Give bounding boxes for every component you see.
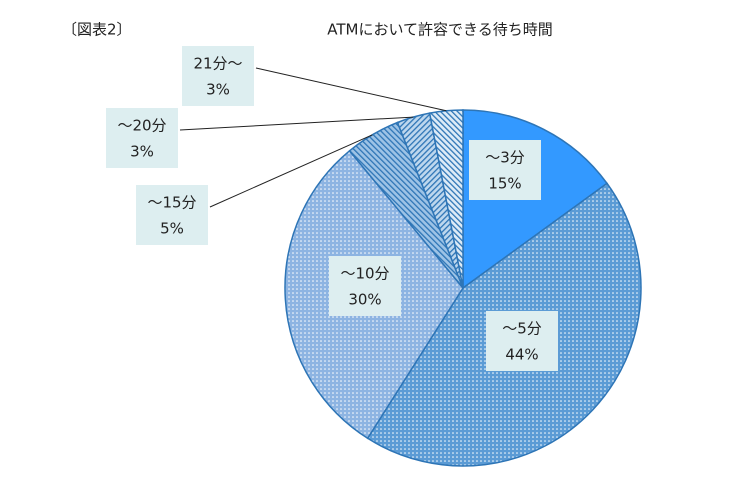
label-box — [329, 256, 401, 316]
label-box — [469, 140, 541, 200]
leader-line — [255, 67, 447, 112]
value-label: 30% — [348, 291, 381, 309]
chart-title: ATMにおいて許容できる待ち時間 — [327, 21, 552, 39]
category-label: 21分～ — [193, 55, 242, 73]
category-label: ～15分 — [147, 194, 196, 212]
label-box — [486, 311, 558, 371]
leader-line — [179, 116, 414, 131]
category-label: ～20分 — [117, 117, 166, 135]
label-box — [182, 46, 254, 106]
value-label: 5% — [160, 220, 184, 238]
label-box — [106, 108, 178, 168]
value-label: 15% — [488, 175, 521, 193]
value-label: 3% — [206, 81, 230, 99]
category-label: ～5分 — [502, 320, 542, 338]
label-box — [136, 185, 208, 245]
value-label: 44% — [505, 346, 538, 364]
category-label: ～3分 — [485, 149, 525, 167]
leader-line — [209, 134, 373, 208]
value-label: 3% — [130, 143, 154, 161]
category-label: ～10分 — [340, 265, 389, 283]
figure-label: 〔図表2〕 — [62, 21, 132, 39]
